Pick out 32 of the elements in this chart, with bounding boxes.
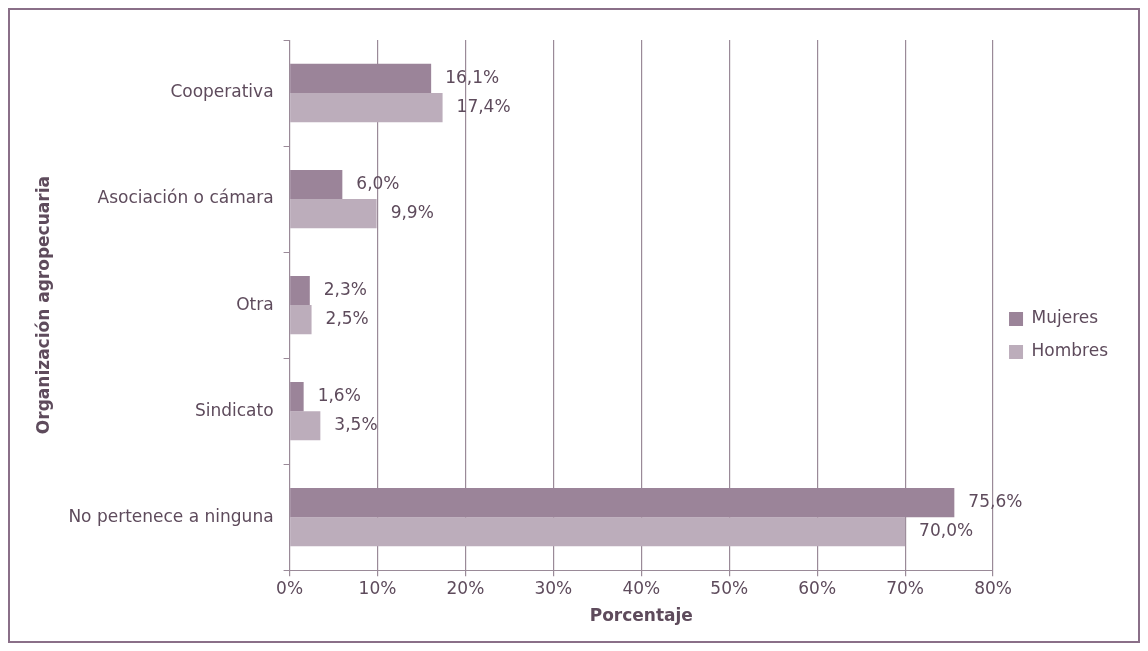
bar xyxy=(290,381,304,412)
bar xyxy=(290,169,343,200)
bar xyxy=(290,305,312,335)
x-tick-label: 50% xyxy=(710,577,749,598)
legend-label: Mujeres xyxy=(1031,307,1099,328)
data-label: 2,3% xyxy=(323,278,368,299)
x-tick-label: 10% xyxy=(358,577,397,598)
x-tick-label: 80% xyxy=(974,577,1012,598)
x-tick-label: 40% xyxy=(622,577,661,598)
bar xyxy=(290,517,906,547)
data-label: 3,5% xyxy=(334,414,378,435)
y-axis-title: Organización agropecuaria xyxy=(32,176,53,435)
y-tick-label: Asociación o cámara xyxy=(97,187,274,208)
bar xyxy=(290,199,377,229)
data-label: 1,6% xyxy=(317,384,361,405)
bar xyxy=(290,93,443,123)
data-label: 2,5% xyxy=(325,308,369,329)
y-tick-label: Cooperativa xyxy=(170,81,274,102)
data-label: 70,0% xyxy=(919,520,974,541)
x-tick-label: 60% xyxy=(798,577,837,598)
bar xyxy=(290,411,321,441)
x-tick-label: 20% xyxy=(446,577,485,598)
x-tick-label: 70% xyxy=(886,577,924,598)
x-axis-title: Porcentaje xyxy=(589,605,693,626)
y-tick-label: No pertenece a ninguna xyxy=(68,505,274,526)
bar xyxy=(290,275,310,306)
y-tick-label: Otra xyxy=(236,293,274,314)
x-tick-label: 30% xyxy=(534,577,573,598)
y-tick-label: Sindicato xyxy=(194,399,274,420)
x-tick-label: 0% xyxy=(276,577,304,598)
data-label: 9,9% xyxy=(390,202,434,223)
legend-label: Hombres xyxy=(1031,340,1109,361)
